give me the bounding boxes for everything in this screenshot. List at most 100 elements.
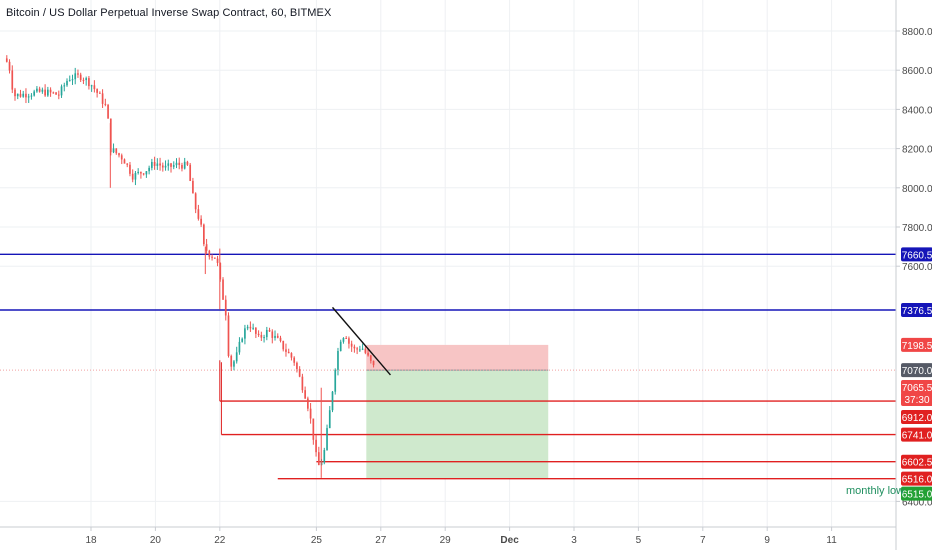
- candle-body: [25, 93, 27, 98]
- candle-body: [301, 376, 304, 391]
- candle-body: [279, 337, 282, 341]
- position-risk-zone[interactable]: [366, 344, 549, 371]
- price-label-66025: 6602.5: [901, 454, 932, 469]
- chart-title: Bitcoin / US Dollar Perpetual Inverse Sw…: [6, 7, 332, 19]
- candle-body: [298, 369, 301, 377]
- candle-body: [93, 85, 96, 90]
- y-tick-label: 7800.0: [902, 223, 932, 234]
- candle-body: [337, 351, 339, 370]
- candle-body: [16, 93, 19, 97]
- candle-body: [77, 73, 79, 75]
- horizontal-levels[interactable]: [0, 253, 896, 480]
- candle-body: [249, 326, 252, 329]
- x-tick-label: 29: [440, 535, 452, 546]
- candle-body: [5, 58, 8, 62]
- candle-body: [170, 163, 172, 167]
- candle-body: [66, 80, 68, 86]
- candle-body: [235, 352, 238, 362]
- candle-body: [293, 357, 296, 363]
- candle-body: [290, 353, 293, 358]
- candle-body: [312, 418, 315, 440]
- candle-body: [44, 89, 46, 96]
- position-reward-zone[interactable]: [366, 370, 549, 479]
- candle-body: [211, 256, 213, 258]
- price-label-bg: [901, 247, 932, 262]
- candle-body: [241, 338, 244, 342]
- price-label-bg: [901, 486, 932, 501]
- price-label-76605: 7660.5: [901, 247, 932, 261]
- y-tick-label: 6400.0: [902, 497, 932, 508]
- trendline-group[interactable]: [331, 306, 391, 376]
- candle-body: [345, 337, 348, 339]
- candle-body: [361, 348, 364, 350]
- x-tick-label: 5: [636, 535, 642, 546]
- x-tick-label: 25: [311, 535, 323, 546]
- candle-body: [167, 163, 170, 166]
- candle-body: [156, 163, 159, 166]
- candle-body: [112, 148, 115, 153]
- candle-body: [359, 349, 361, 351]
- x-tick-label: 27: [375, 535, 387, 546]
- candle-body: [55, 92, 57, 95]
- candle-body: [126, 163, 129, 165]
- candle-body: [282, 340, 285, 350]
- y-tick-label: 8600.0: [902, 66, 932, 77]
- candle-body: [252, 327, 254, 329]
- candle-body: [186, 161, 189, 165]
- candle-body: [213, 257, 216, 259]
- price-label-bg: [901, 471, 932, 486]
- candle-body: [268, 330, 271, 332]
- candle-body: [317, 452, 320, 466]
- candle-body: [224, 299, 227, 316]
- candle-body: [350, 343, 353, 347]
- candle-body: [120, 155, 123, 160]
- candles: [5, 55, 375, 478]
- candle-body: [260, 334, 263, 338]
- candle-body: [63, 85, 66, 87]
- price-label-73765: 7376.5: [901, 303, 932, 317]
- price-label-65150: 6515.0: [901, 486, 932, 501]
- candle-body: [99, 92, 101, 94]
- candle-body: [161, 165, 164, 168]
- candle-body: [222, 279, 224, 300]
- price-label-text: 6515.0: [902, 490, 932, 501]
- x-tick-label: 11: [826, 535, 837, 546]
- candle-body: [356, 348, 358, 350]
- candle-body: [164, 165, 167, 168]
- candle-body: [41, 89, 44, 92]
- x-tick-label: 22: [214, 535, 226, 546]
- candle-body: [274, 335, 276, 338]
- candle-body: [181, 164, 183, 169]
- candle-body: [342, 337, 345, 342]
- price-label-text: 6516.0: [902, 475, 932, 486]
- price-label-text: 6741.0: [902, 431, 932, 442]
- candle-body: [203, 224, 205, 245]
- candle-body: [285, 349, 287, 352]
- y-tick-label: 8000.0: [902, 184, 932, 195]
- candle-body: [183, 161, 186, 169]
- candle-body: [276, 335, 279, 338]
- x-tick-label: 3: [571, 535, 577, 546]
- candle-body: [367, 352, 369, 356]
- trendline[interactable]: [331, 306, 391, 376]
- long-position-tool[interactable]: [366, 344, 549, 479]
- price-label-67410: 6741.0: [901, 427, 932, 442]
- candle-body: [115, 148, 118, 154]
- candle-body: [96, 89, 98, 93]
- monthly-low-annotation: monthly low: [846, 485, 905, 497]
- candle-body: [57, 94, 60, 96]
- price-label-70655: 7065.5: [901, 379, 932, 394]
- candle-body: [151, 162, 153, 168]
- candle-body: [107, 104, 109, 119]
- candle-body: [79, 74, 82, 80]
- candle-body: [192, 180, 194, 194]
- candle-body: [172, 165, 175, 167]
- candle-body: [101, 93, 104, 104]
- candle-body: [137, 171, 140, 173]
- y-tick-label: 8800.0: [902, 27, 932, 38]
- price-label-text: 6602.5: [902, 458, 932, 469]
- candle-body: [323, 450, 326, 463]
- candle-body: [296, 362, 298, 370]
